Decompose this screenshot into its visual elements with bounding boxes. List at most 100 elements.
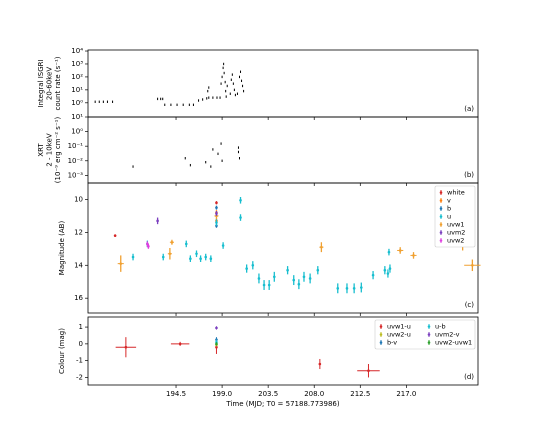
y-tick-label: 10⁰ — [71, 128, 83, 136]
y-tick-label: 10 — [74, 195, 83, 203]
data-point — [221, 75, 223, 79]
data-point — [209, 257, 213, 260]
data-point — [386, 272, 390, 275]
data-point — [220, 82, 222, 85]
data-point — [215, 212, 218, 215]
data-point — [236, 92, 238, 95]
data-point — [215, 206, 218, 209]
legend-marker-dot — [439, 191, 443, 194]
x-tick-label: 194.5 — [166, 390, 186, 398]
data-point — [182, 103, 184, 107]
data-point — [241, 79, 243, 83]
data-point — [132, 165, 134, 168]
legend-label: uvm2-v — [435, 331, 460, 339]
data-point — [272, 275, 276, 279]
data-point — [208, 96, 210, 99]
data-point — [239, 216, 242, 219]
y-axis-label: Colour (mag) — [58, 328, 66, 374]
data-point — [170, 240, 174, 244]
data-point — [189, 257, 192, 260]
data-point — [195, 252, 198, 256]
panel-frame — [87, 182, 479, 314]
y-axis-label: (10⁻⁹ erg cm⁻² s⁻¹) — [54, 117, 62, 184]
y-tick-label: 10⁰ — [71, 99, 83, 107]
data-point — [205, 160, 207, 164]
legend-label: uvw2-uvw1 — [435, 339, 472, 347]
data-point — [161, 255, 165, 259]
data-point — [94, 100, 96, 103]
data-point — [222, 66, 224, 70]
y-axis-label: XRT — [37, 143, 45, 157]
data-point — [233, 88, 235, 92]
legend-label: uvw2-u — [387, 331, 411, 339]
data-point — [215, 201, 218, 205]
data-point — [232, 82, 234, 85]
data-point — [170, 103, 172, 107]
data-point — [217, 152, 219, 156]
data-point — [251, 263, 255, 267]
data-point — [230, 78, 232, 81]
legend-label: uvw1 — [447, 221, 464, 229]
data-point — [192, 103, 194, 107]
data-point — [318, 362, 322, 366]
y-tick-label: 10² — [71, 73, 83, 81]
data-point — [292, 278, 296, 282]
y-axis-label: Integral ISGRI — [37, 59, 45, 107]
data-point — [162, 97, 164, 101]
y-axis-label: Magnitude (AB) — [58, 221, 66, 276]
x-axis-label: Time (MJD; T0 = 57188.773986) — [225, 400, 339, 408]
x-tick-label: 217.0 — [396, 390, 416, 398]
data-point — [243, 89, 245, 93]
data-point — [184, 242, 188, 246]
data-point — [119, 262, 123, 265]
data-point — [215, 345, 218, 349]
data-point — [221, 159, 223, 162]
data-point — [223, 71, 225, 75]
y-tick-label: 10¹ — [71, 113, 83, 121]
data-point — [156, 219, 159, 223]
data-point — [238, 157, 240, 160]
data-point — [164, 103, 166, 107]
data-point — [320, 245, 323, 249]
y-tick-label: 10³ — [71, 60, 83, 68]
legend-label: uvm2 — [447, 229, 465, 237]
data-point — [225, 89, 227, 93]
y-tick-label: 1 — [79, 323, 83, 331]
legend-label: b-v — [387, 339, 397, 347]
data-point — [124, 345, 128, 349]
data-point — [234, 93, 236, 97]
data-point — [387, 250, 391, 254]
panel-label: (b) — [464, 171, 474, 179]
y-tick-label: 16 — [74, 294, 83, 302]
legend-marker-dot — [379, 341, 383, 344]
data-point — [245, 267, 248, 270]
y-tick-label: 10¹ — [71, 86, 83, 94]
panel-frame — [87, 316, 479, 386]
data-point — [297, 282, 301, 286]
data-point — [229, 92, 231, 95]
y-tick-label: -1 — [76, 357, 83, 365]
data-point — [160, 97, 162, 101]
y-axis-label: count rate (s⁻¹) — [54, 56, 62, 110]
x-tick-label: 212.5 — [350, 390, 370, 398]
panel-label: (d) — [464, 373, 474, 381]
y-tick-label: 10⁻² — [68, 157, 84, 165]
data-point — [383, 268, 387, 272]
data-point — [102, 100, 104, 103]
data-point — [345, 287, 349, 290]
data-point — [147, 245, 150, 248]
data-point — [219, 96, 221, 99]
y-axis-label: 2 - 10keV — [46, 133, 54, 166]
data-point — [131, 255, 135, 259]
legend-label: v — [447, 197, 451, 205]
data-point — [242, 84, 244, 88]
legend-marker-dot — [439, 199, 443, 202]
data-point — [388, 267, 392, 270]
y-tick-label: -2 — [76, 373, 83, 381]
x-tick-label: 208.0 — [304, 390, 324, 398]
legend-label: u-b — [435, 323, 446, 331]
legend-label: b — [447, 205, 451, 213]
data-point — [168, 252, 172, 256]
data-point — [198, 99, 200, 102]
